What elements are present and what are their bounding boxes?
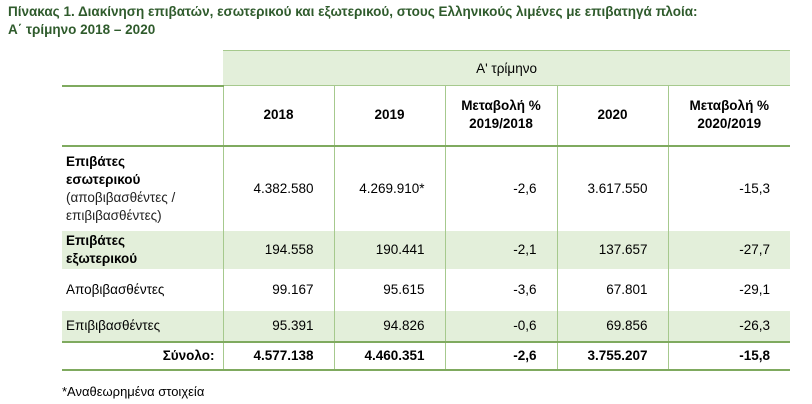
row-label-foreign: Επιβάτες εξωτερικού: [62, 230, 224, 269]
cell: -3,6: [445, 268, 558, 311]
cell: 67.801: [557, 268, 669, 311]
table-title: Πίνακας 1. Διακίνηση επιβατών, εσωτερικο…: [8, 3, 698, 39]
cell: 95.391: [223, 310, 335, 342]
table-row: Επιβιβασθέντες 95.391 94.826 -0,6 69.856…: [62, 310, 791, 342]
cell: -15,3: [739, 181, 771, 196]
cell: 4.577.138: [223, 340, 335, 371]
cell: 3.755.207: [557, 340, 669, 371]
cell: 137.657: [557, 230, 669, 269]
cell: -26,3: [668, 310, 791, 342]
col-header-change-2019-2018: Μεταβολή % 2019/2018: [445, 85, 558, 147]
column-header-row: 2018 2019 Μεταβολή % 2019/2018 2020 Μετα…: [62, 85, 791, 147]
quarter-header-row: Α' τρίμηνο: [62, 50, 791, 87]
title-line-2: Α΄ τρίμηνο 2018 – 2020: [8, 22, 156, 37]
cell: 3.617.550: [557, 145, 669, 231]
footnote: *Αναθεωρημένα στοιχεία: [62, 384, 205, 399]
cell: 4.460.351: [334, 340, 446, 371]
row-label-domestic: Επιβάτες εσωτερικού (αποβιβασθέντες / επ…: [62, 145, 224, 231]
table-row: Επιβάτες εσωτερικού (αποβιβασθέντες / επ…: [62, 145, 790, 231]
cell: -2,6: [445, 340, 558, 371]
cell: -29,1: [739, 282, 771, 297]
passenger-table: Α' τρίμηνο 2018 2019 Μεταβολή % 2019/201…: [62, 50, 791, 371]
table-row: Αποβιβασθέντες 99.167 95.615 -3,6 67.801…: [62, 268, 790, 311]
cell: -0,6: [445, 310, 558, 342]
cell: 94.826: [334, 310, 446, 342]
cell: -27,7: [668, 230, 791, 269]
quarter-header: Α' τρίμηνο: [223, 50, 791, 86]
col-header-2018: 2018: [223, 85, 335, 147]
cell: 190.441: [334, 230, 446, 269]
col-header-2019: 2019: [334, 85, 446, 147]
cell: 99.167: [223, 268, 335, 311]
cell: 95.615: [334, 268, 446, 311]
cell: 4.269.910*: [334, 145, 446, 231]
row-label-disembarked: Αποβιβασθέντες: [62, 268, 224, 311]
cell: -15,8: [668, 340, 791, 371]
cell: 69.856: [557, 310, 669, 342]
title-line-1: Πίνακας 1. Διακίνηση επιβατών, εσωτερικο…: [8, 4, 698, 19]
col-header-change-2020-2019: Μεταβολή % 2020/2019: [668, 85, 791, 147]
table-row: Επιβάτες εξωτερικού 194.558 190.441 -2,1…: [62, 230, 791, 269]
cell: -2,6: [445, 145, 558, 231]
cell: 4.382.580: [223, 145, 335, 231]
row-label-embarked: Επιβιβασθέντες: [62, 310, 224, 342]
total-row: Σύνολο: 4.577.138 4.460.351 -2,6 3.755.2…: [62, 340, 791, 371]
cell: -2,1: [445, 230, 558, 269]
row-label-total: Σύνολο:: [62, 340, 224, 371]
col-header-2020: 2020: [557, 85, 669, 147]
cell: 194.558: [223, 230, 335, 269]
